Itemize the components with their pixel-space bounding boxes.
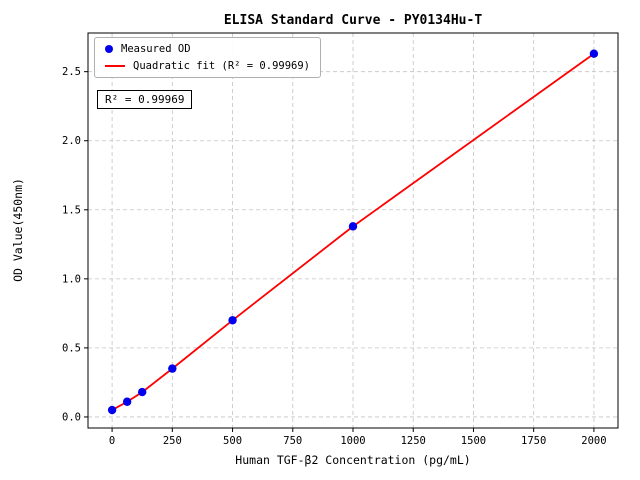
- y-tick-label: 0.5: [62, 342, 81, 354]
- x-tick-label: 1250: [401, 435, 426, 447]
- legend-item-measured-od: Measured OD: [105, 43, 310, 55]
- y-tick-label: 1.5: [62, 204, 81, 216]
- y-tick-label: 1.0: [62, 273, 81, 285]
- data-point: [168, 364, 177, 373]
- x-tick-label: 250: [163, 435, 182, 447]
- x-tick-label: 0: [109, 435, 115, 447]
- x-tick-label: 500: [223, 435, 242, 447]
- r-squared-annotation: R² = 0.99969: [97, 90, 193, 109]
- fit-line-marker-icon: [105, 65, 125, 67]
- legend-label-measured-od: Measured OD: [121, 43, 191, 55]
- chart-title: ELISA Standard Curve - PY0134Hu-T: [224, 13, 482, 28]
- y-axis-label: OD Value(450nm): [11, 178, 25, 282]
- x-tick-label: 1750: [521, 435, 546, 447]
- x-tick-label: 1000: [340, 435, 365, 447]
- data-point: [122, 397, 132, 406]
- x-tick-label: 1500: [461, 435, 486, 447]
- legend-item-quadratic-fit: Quadratic fit (R² = 0.99969): [105, 60, 310, 72]
- x-tick-label: 2000: [581, 435, 606, 447]
- data-point: [589, 49, 599, 58]
- legend: Measured OD Quadratic fit (R² = 0.99969): [94, 37, 322, 78]
- x-axis-label: Human TGF-β2 Concentration (pg/mL): [235, 453, 470, 467]
- data-point: [107, 405, 117, 415]
- measured-od-marker-icon: [105, 45, 113, 53]
- tick-layer: 0 250 500 750 1000 1250 1500 1750 2000 0.0 0.5 1.0 1…: [62, 66, 607, 447]
- legend-label-quadratic-fit: Quadratic fit (R² = 0.99969): [133, 60, 311, 72]
- x-tick-label: 750: [283, 435, 302, 447]
- data-layer: [107, 49, 599, 415]
- data-point: [138, 387, 147, 397]
- y-tick-label: 2.0: [62, 135, 81, 147]
- y-tick-label: 2.5: [62, 66, 81, 78]
- y-tick-label: 0.0: [62, 411, 81, 423]
- data-point: [348, 222, 358, 231]
- data-point: [228, 316, 237, 325]
